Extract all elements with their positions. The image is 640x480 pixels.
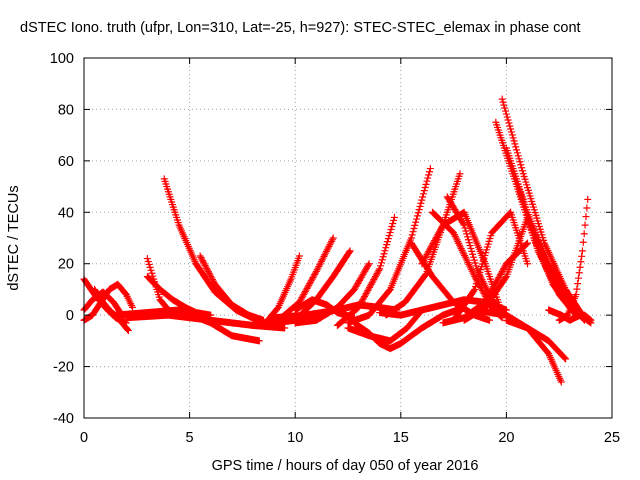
data-series [555,195,592,324]
chart-title: dSTEC Iono. truth (ufpr, Lon=310, Lat=-2… [20,20,581,36]
data-series [498,95,586,319]
y-tick-label: 20 [58,257,74,273]
data-series [376,296,510,319]
y-tick-label: 100 [50,51,74,67]
y-tick-label: 60 [58,154,74,170]
x-tick-label: 10 [287,430,303,446]
series-markers [498,95,586,319]
series-markers [344,165,434,327]
series-markers [502,316,570,363]
data-series [350,303,468,353]
series-markers [196,252,268,324]
axis-ticks: 0 5 10 15 20 25 -40 -20 0 20 40 60 80 100 [50,51,620,446]
x-axis-label: GPS time / hours of day 050 of year 2016 [212,458,479,474]
series-markers [333,213,398,329]
x-tick-label: 0 [80,430,88,446]
y-tick-label: 0 [66,308,74,324]
y-tick-label: 40 [58,205,74,221]
series-markers [143,273,215,319]
y-tick-label: -40 [53,411,74,427]
data-layer [80,95,595,386]
data-series [545,306,595,327]
y-tick-label: -20 [53,360,74,376]
series-markers [545,306,595,327]
x-tick-label: 25 [604,430,620,446]
data-series [143,273,215,319]
data-series [333,213,398,329]
plot-frame [83,57,613,419]
x-tick-label: 5 [186,430,194,446]
y-tick-label: 80 [58,102,74,118]
x-tick-label: 15 [393,430,409,446]
series-markers [350,303,468,353]
data-series [344,165,434,327]
y-axis-label: dSTEC / TECUs [6,185,22,290]
series-markers [555,195,592,324]
data-series [196,252,268,324]
series-markers [376,296,510,319]
data-series [502,316,570,363]
x-tick-label: 20 [498,430,514,446]
